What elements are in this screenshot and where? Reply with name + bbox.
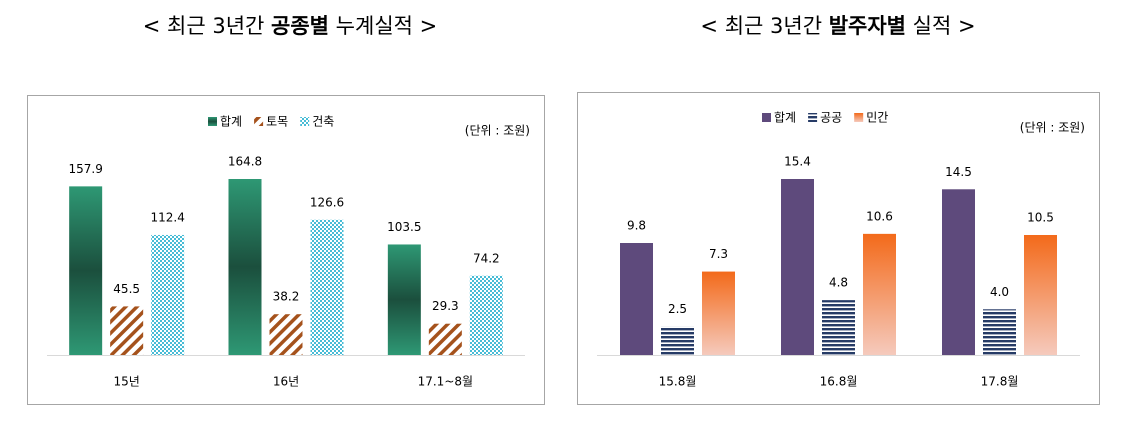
- bar: [151, 234, 185, 355]
- bar: [228, 179, 262, 355]
- value-label: 103.5: [387, 220, 421, 234]
- value-label: 14.5: [945, 165, 972, 179]
- bar: [387, 244, 421, 355]
- value-label: 126.6: [310, 195, 344, 209]
- value-label: 10.5: [1027, 211, 1054, 225]
- heading-prefix: < 최근 3년간: [700, 14, 828, 38]
- value-label: 157.9: [68, 162, 102, 176]
- heading: < 최근 3년간 공종별 누계실적 >: [143, 14, 437, 38]
- value-label: 10.6: [866, 209, 893, 223]
- value-label: 112.4: [150, 210, 184, 224]
- bar: [781, 179, 814, 355]
- bar: [822, 300, 855, 355]
- value-label: 9.8: [627, 219, 646, 233]
- bar: [620, 243, 653, 355]
- heading-bold: 공종별: [271, 14, 329, 38]
- legend-label: 공공: [820, 111, 842, 125]
- value-label: 45.5: [113, 282, 140, 296]
- value-label: 4.0: [990, 285, 1009, 299]
- x-tick-label: 15.8월: [659, 375, 697, 389]
- legend-label: 민간: [866, 111, 888, 125]
- value-label: 15.4: [784, 155, 811, 169]
- legend-swatch: [762, 113, 771, 122]
- heading-suffix: 실적 >: [906, 14, 976, 38]
- heading-prefix: < 최근 3년간: [143, 14, 271, 38]
- x-tick-label: 16년: [273, 375, 299, 389]
- bar: [428, 323, 462, 355]
- value-label: 2.5: [668, 302, 687, 316]
- heading-bold: 발주자별: [829, 14, 906, 38]
- bar: [1024, 235, 1057, 355]
- x-tick-label: 17.1~8월: [418, 375, 473, 389]
- value-label: 29.3: [432, 299, 459, 313]
- value-label: 38.2: [273, 290, 300, 304]
- bar: [661, 326, 694, 355]
- value-label: 7.3: [709, 247, 728, 261]
- value-label: 164.8: [228, 155, 262, 169]
- unit-label: (단위 : 조원): [465, 124, 530, 138]
- x-tick-label: 15년: [114, 375, 140, 389]
- legend-label: 건축: [312, 115, 334, 129]
- chart-frame: [577, 92, 1100, 405]
- bar: [110, 306, 144, 355]
- x-tick-label: 17.8월: [981, 375, 1019, 389]
- x-tick-label: 16.8월: [820, 375, 858, 389]
- bar: [942, 189, 975, 355]
- legend-label: 합계: [774, 111, 796, 125]
- bar: [702, 271, 735, 355]
- bar: [469, 275, 503, 355]
- unit-label: (단위 : 조원): [1020, 121, 1085, 135]
- legend-label: 토목: [266, 115, 288, 129]
- bar: [983, 309, 1016, 355]
- value-label: 4.8: [829, 276, 848, 290]
- legend-swatch: [208, 117, 217, 126]
- bar: [310, 219, 344, 355]
- chart-frame: [27, 95, 545, 405]
- bar: [863, 233, 896, 355]
- bar: [269, 314, 303, 355]
- legend-label: 합계: [220, 115, 242, 129]
- legend-swatch: [300, 117, 310, 126]
- value-label: 74.2: [473, 251, 500, 265]
- legend-swatch: [854, 113, 864, 122]
- heading: < 최근 3년간 발주자별 실적 >: [700, 14, 975, 38]
- legend-swatch: [254, 117, 264, 126]
- bar: [69, 186, 103, 355]
- heading-suffix: 누계실적 >: [329, 14, 437, 38]
- legend-swatch: [808, 113, 818, 122]
